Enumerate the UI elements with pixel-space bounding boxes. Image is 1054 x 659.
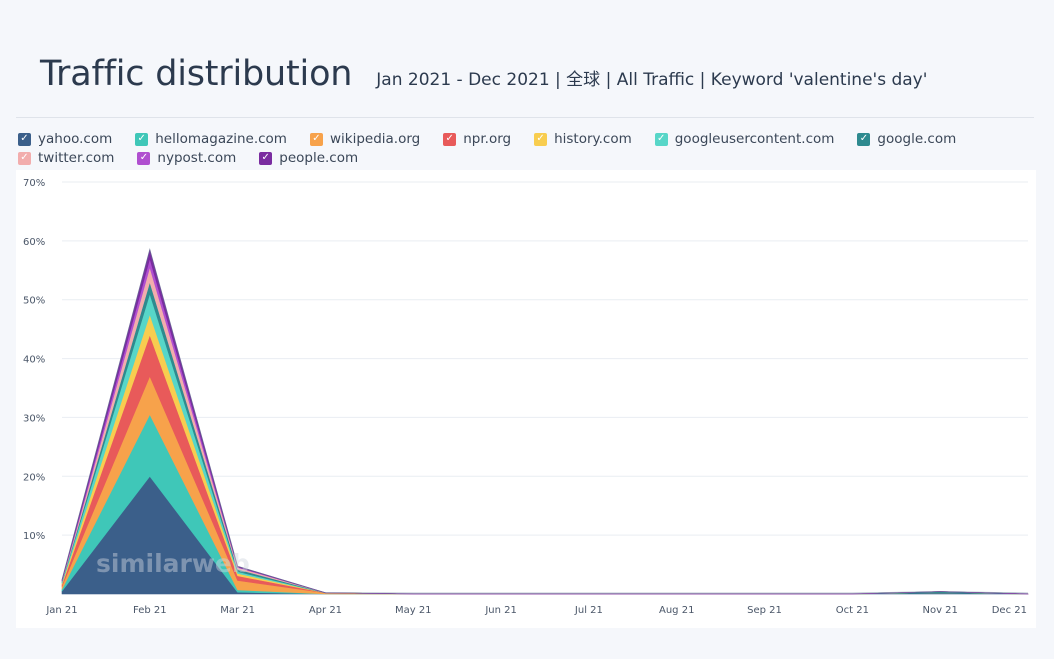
x-tick-label: Sep 21 [747, 605, 782, 616]
legend-label: wikipedia.org [329, 131, 421, 147]
legend-label: people.com [279, 150, 359, 166]
checkbox-icon[interactable]: ✓ [857, 132, 871, 146]
checkbox-icon[interactable]: ✓ [654, 132, 668, 146]
x-tick-label: Apr 21 [309, 605, 342, 616]
legend-label: nypost.com [157, 150, 237, 166]
header-divider [16, 117, 1034, 118]
checkbox-icon[interactable]: ✓ [135, 132, 149, 146]
checkbox-icon[interactable]: ✓ [309, 132, 323, 146]
legend-label: googleusercontent.com [674, 131, 835, 147]
legend-label: twitter.com [38, 150, 115, 166]
x-tick-label: Oct 21 [836, 605, 869, 616]
stacked-area-chart: similarweb 10% 20% 30% 40% 50% 60% 70% Jan 21 F… [23, 178, 1029, 616]
x-tick-label: Jul 21 [574, 605, 603, 616]
y-tick-label: 50% [23, 296, 45, 307]
legend-item-people-com[interactable]: ✓ people.com [259, 150, 358, 166]
x-tick-label: Nov 21 [922, 605, 957, 616]
legend-item-history-com[interactable]: ✓ history.com [534, 131, 632, 147]
checkbox-icon[interactable]: ✓ [443, 132, 457, 146]
x-tick-label: May 21 [395, 605, 432, 616]
legend-item-npr-org[interactable]: ✓ npr.org [443, 131, 511, 147]
x-tick-label: Feb 21 [133, 605, 167, 616]
legend-item-google-com[interactable]: ✓ google.com [857, 131, 956, 147]
checkbox-icon[interactable]: ✓ [137, 151, 151, 165]
checkbox-icon[interactable]: ✓ [18, 151, 31, 165]
legend-item-twitter-com[interactable]: ✓ twitter.com [18, 150, 114, 166]
page-title: Traffic distribution [40, 54, 353, 94]
y-tick-label: 40% [23, 355, 45, 366]
x-tick-label: Aug 21 [659, 605, 694, 616]
legend-item-yahoo-com[interactable]: ✓ yahoo.com [18, 131, 112, 147]
x-tick-label: Jan 21 [45, 605, 77, 616]
legend-label: npr.org [463, 131, 512, 147]
x-tick-label: Jun 21 [484, 605, 517, 616]
checkbox-icon[interactable]: ✓ [259, 151, 273, 165]
legend-label: yahoo.com [38, 131, 113, 147]
y-tick-label: 10% [23, 531, 45, 542]
y-tick-label: 20% [23, 472, 45, 483]
legend-item-wikipedia-org[interactable]: ✓ wikipedia.org [309, 131, 421, 147]
similarweb-watermark: similarweb [96, 549, 250, 578]
legend-label: google.com [877, 131, 957, 147]
total-outline [61, 247, 1029, 594]
y-tick-label: 30% [23, 413, 45, 424]
x-tick-label: Dec 21 [992, 605, 1027, 616]
x-tick-label: Mar 21 [220, 605, 255, 616]
legend-item-hellomagazine-com[interactable]: ✓ hellomagazine.com [135, 131, 287, 147]
header: Traffic distribution Jan 2021 - Dec 2021… [40, 54, 927, 94]
legend-item-googleusercontent-com[interactable]: ✓ googleusercontent.com [654, 131, 835, 147]
checkbox-icon[interactable]: ✓ [534, 132, 548, 146]
legend-label: history.com [554, 131, 632, 147]
chart-card: similarweb 10% 20% 30% 40% 50% 60% 70% Jan 21 F… [16, 170, 1036, 628]
y-tick-label: 60% [23, 237, 45, 248]
page-subtitle: Jan 2021 - Dec 2021 | 全球 | All Traffic |… [376, 70, 928, 90]
legend-label: hellomagazine.com [155, 131, 287, 147]
checkbox-icon[interactable]: ✓ [18, 132, 31, 146]
legend-item-nypost-com[interactable]: ✓ nypost.com [137, 150, 236, 166]
chart-legend: ✓ yahoo.com ✓ hellomagazine.com ✓ wikipedia.o… [18, 131, 1038, 166]
y-tick-label: 70% [23, 178, 45, 189]
